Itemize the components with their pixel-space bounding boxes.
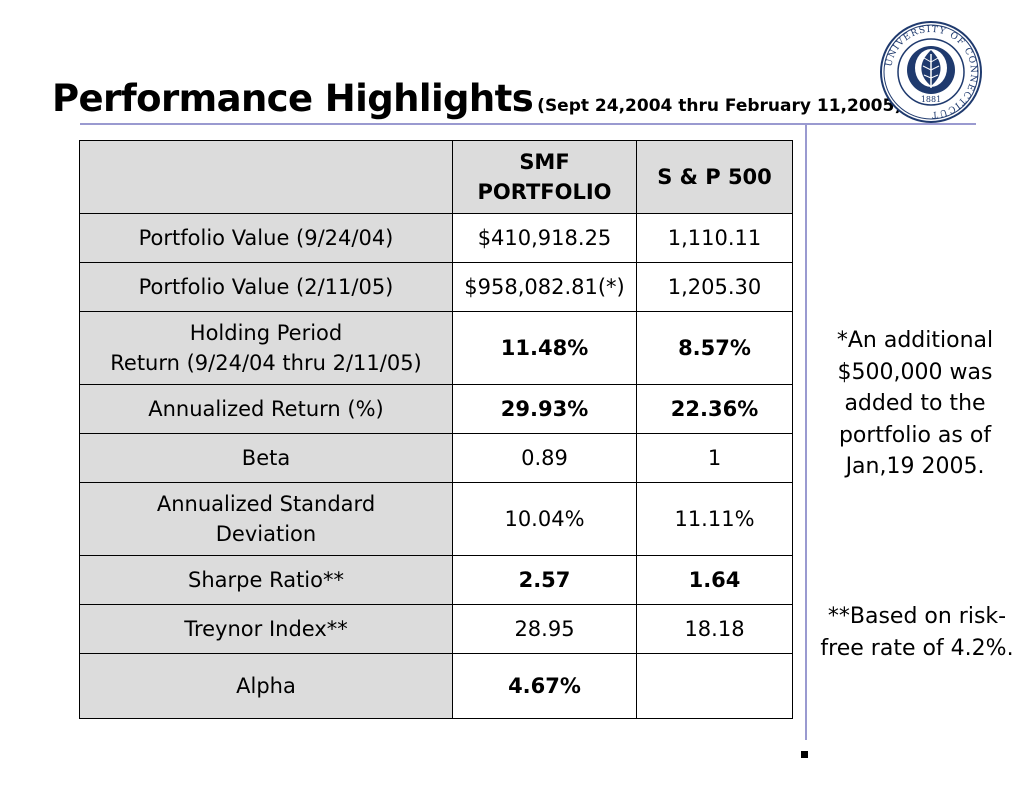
university-seal-logo: UNIVERSITY OF CONNECTICUT 1881: [880, 21, 982, 123]
smf-value: 4.67%: [452, 653, 637, 719]
sp500-value: 11.11%: [636, 482, 793, 556]
smf-value: $410,918.25: [452, 213, 637, 263]
table-header-row: SMF PORTFOLIO S & P 500: [79, 140, 793, 214]
sp500-value: 1.64: [636, 555, 793, 605]
sp500-value: 1: [636, 433, 793, 483]
smf-value: 11.48%: [452, 311, 637, 385]
header-sp500: S & P 500: [636, 140, 793, 214]
seal-year: 1881: [921, 95, 941, 104]
smf-value: 10.04%: [452, 482, 637, 556]
horizontal-rule: [80, 123, 976, 125]
row-label: Sharpe Ratio**: [79, 555, 453, 605]
table-row: Portfolio Value (9/24/04) $410,918.25 1,…: [79, 213, 793, 263]
row-label: Holding Period Return (9/24/04 thru 2/11…: [79, 311, 453, 385]
sp500-value: [636, 653, 793, 719]
smf-value: 2.57: [452, 555, 637, 605]
row-label: Beta: [79, 433, 453, 483]
table-row: Annualized Standard Deviation 10.04% 11.…: [79, 482, 793, 556]
table-row: Annualized Return (%) 29.93% 22.36%: [79, 384, 793, 434]
table-row: Sharpe Ratio** 2.57 1.64: [79, 555, 793, 605]
risk-free-rate-note: **Based on risk- free rate of 4.2%.: [820, 604, 1014, 661]
table-row: Treynor Index** 28.95 18.18: [79, 604, 793, 654]
sp500-value: 22.36%: [636, 384, 793, 434]
sp500-value: 1,110.11: [636, 213, 793, 263]
vertical-rule: [805, 125, 807, 740]
performance-table: SMF PORTFOLIO S & P 500 Portfolio Value …: [79, 140, 793, 719]
row-label: Alpha: [79, 653, 453, 719]
header-blank-cell: [79, 140, 453, 214]
title-date-range: (Sept 24,2004 thru February 11,2005): [537, 96, 903, 116]
sp500-value: 1,205.30: [636, 262, 793, 312]
smf-value: 29.93%: [452, 384, 637, 434]
row-label: Annualized Return (%): [79, 384, 453, 434]
smf-value: 28.95: [452, 604, 637, 654]
smf-value: $958,082.81(*): [452, 262, 637, 312]
header-smf-portfolio: SMF PORTFOLIO: [452, 140, 637, 214]
additional-funds-note: *An additional $500,000 was added to the…: [836, 328, 994, 479]
table-row: Portfolio Value (2/11/05) $958,082.81(*)…: [79, 262, 793, 312]
slide-title: Performance Highlights (Sept 24,2004 thru…: [52, 80, 902, 117]
title-main: Performance Highlights: [52, 77, 534, 120]
sp500-value: 8.57%: [636, 311, 793, 385]
table-row: Beta 0.89 1: [79, 433, 793, 483]
square-bullet-icon: [801, 751, 808, 758]
table-row: Holding Period Return (9/24/04 thru 2/11…: [79, 311, 793, 385]
smf-value: 0.89: [452, 433, 637, 483]
table-row: Alpha 4.67%: [79, 653, 793, 719]
sp500-value: 18.18: [636, 604, 793, 654]
row-label: Annualized Standard Deviation: [79, 482, 453, 556]
row-label: Treynor Index**: [79, 604, 453, 654]
row-label: Portfolio Value (2/11/05): [79, 262, 453, 312]
row-label: Portfolio Value (9/24/04): [79, 213, 453, 263]
